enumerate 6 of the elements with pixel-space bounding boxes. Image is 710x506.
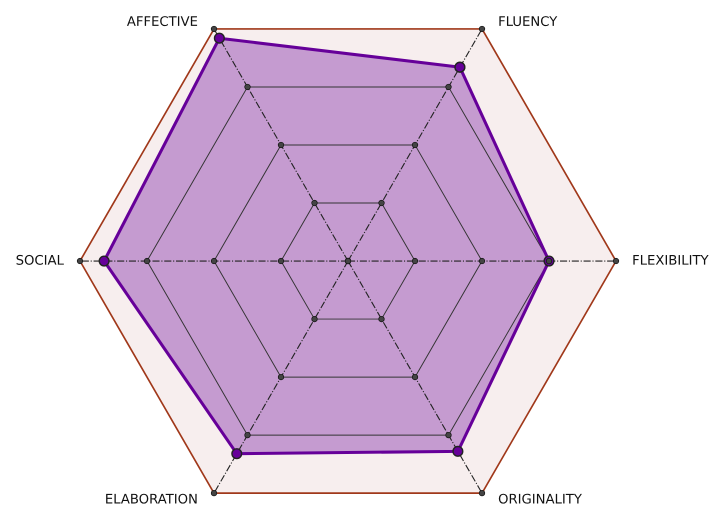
spoke-label: ELABORATION (106, 494, 197, 504)
spoke-label: ORIGINALITY (498, 494, 582, 504)
spoke-label: FLEXIBILITY (633, 255, 709, 265)
spoke-label: SOCIAL (16, 254, 64, 265)
spoke-label: FLUENCY (499, 16, 558, 26)
spoke-label: AFFECTIVE (126, 16, 198, 26)
